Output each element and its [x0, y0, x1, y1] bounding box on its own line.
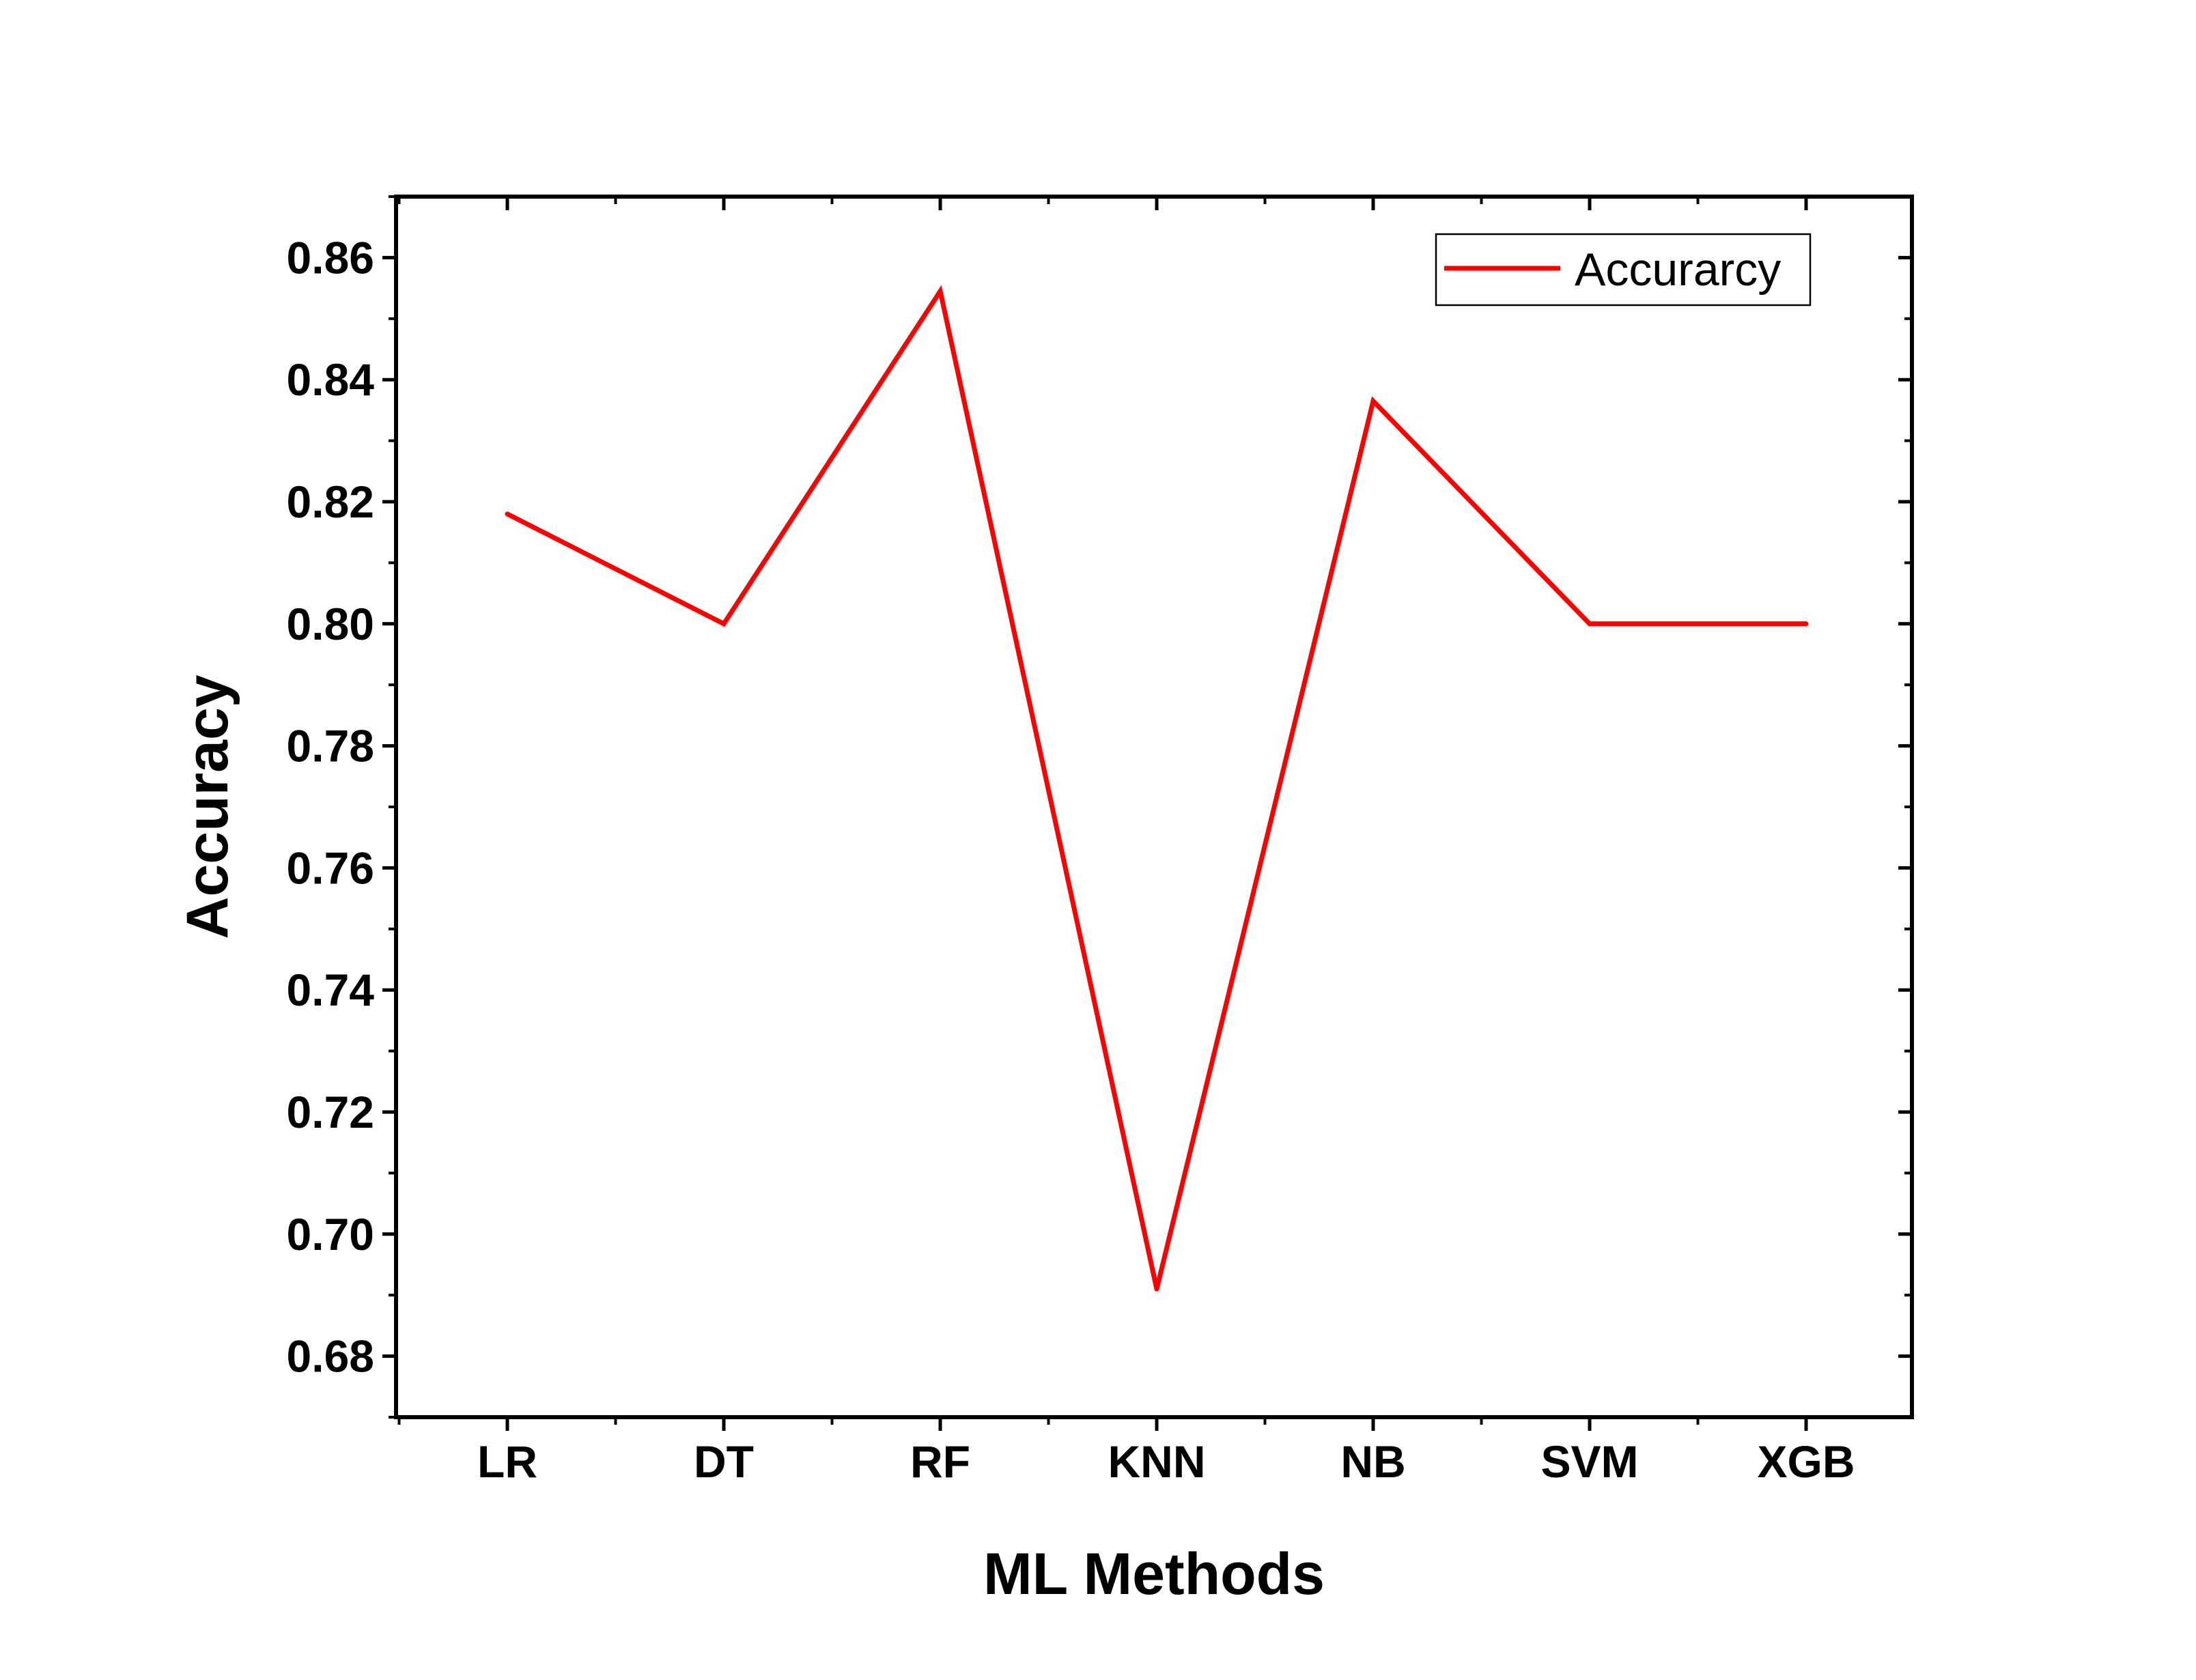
data-point [1154, 1286, 1159, 1292]
x-tick-label: RF [910, 1436, 970, 1487]
x-axis: LR DT RF KNN NB SVM XGB [397, 197, 1855, 1487]
y-tick-label: 0.84 [287, 354, 375, 405]
series-points [505, 289, 1809, 1292]
y-tick-label: 0.74 [287, 965, 375, 1015]
legend-box [1435, 233, 1812, 307]
y-tick-label: 0.82 [287, 476, 374, 527]
y-tick-label: 0.78 [287, 721, 374, 771]
x-tick-label: NB [1340, 1436, 1405, 1487]
y-axis-title: Accuracy [175, 674, 240, 939]
y-tick-label: 0.68 [287, 1331, 374, 1382]
data-point [1370, 398, 1376, 403]
data-point [938, 289, 943, 294]
x-tick-label: DT [694, 1436, 754, 1487]
data-point [1803, 621, 1809, 627]
x-tick-label: LR [477, 1436, 537, 1487]
x-axis-title: ML Methods [983, 1541, 1325, 1607]
x-tick-label: SVM [1540, 1436, 1638, 1487]
y-tick-label: 0.80 [287, 599, 374, 649]
x-tick-label: XGB [1757, 1436, 1855, 1487]
data-point [1587, 621, 1592, 627]
series-line-accurarcy [506, 285, 1806, 1290]
y-tick-label: 0.70 [287, 1209, 374, 1259]
y-axis: 0.68 0.70 0.72 0.74 0.76 0.78 0.80 0.82 0.84 0.86 [287, 195, 1912, 1419]
legend: Accurarcy [1435, 233, 1812, 307]
y-tick-label: 0.86 [287, 232, 374, 283]
legend-label: Accurarcy [1575, 244, 1781, 296]
data-point [721, 621, 727, 627]
x-tick-label: KNN [1108, 1436, 1206, 1487]
data-point [505, 511, 510, 517]
y-tick-label: 0.72 [287, 1087, 374, 1137]
plot-frame [394, 195, 1914, 1419]
y-tick-label: 0.76 [287, 842, 374, 893]
